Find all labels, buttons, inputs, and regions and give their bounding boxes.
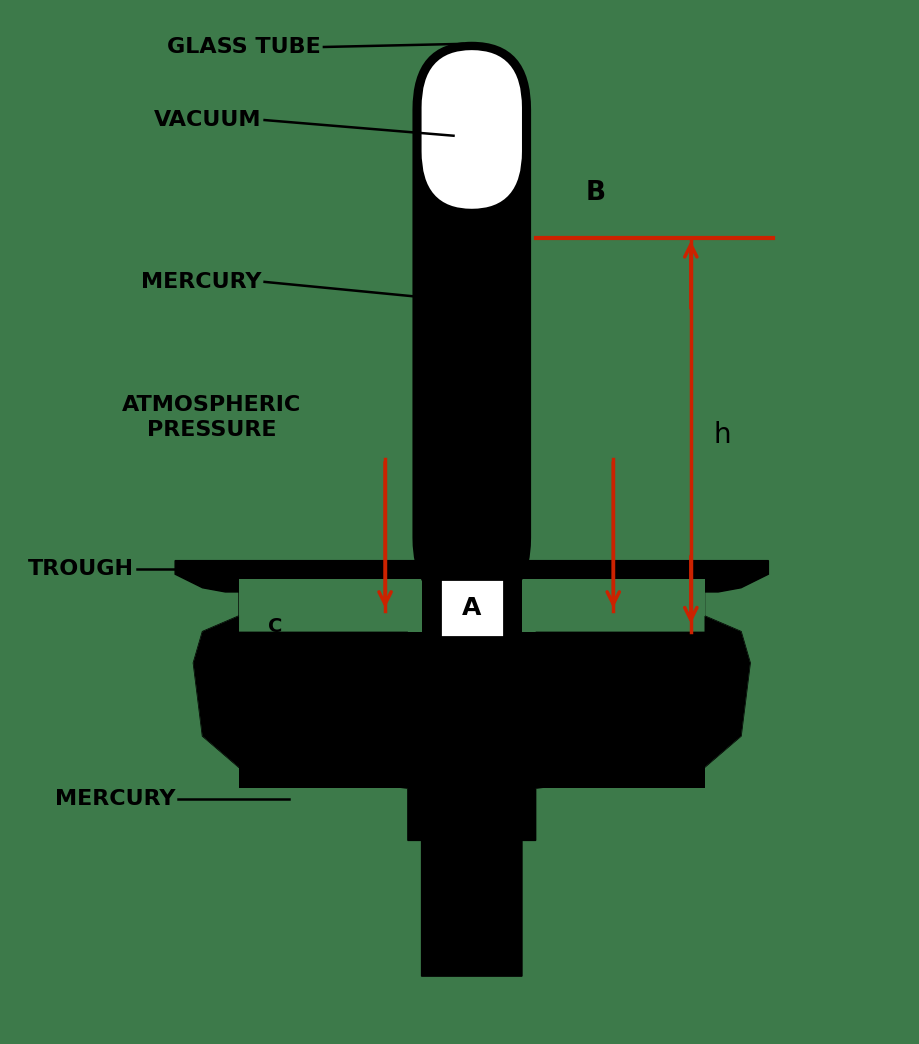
- Polygon shape: [531, 579, 750, 788]
- Text: GLASS TUBE: GLASS TUBE: [167, 37, 321, 57]
- Text: h: h: [714, 421, 732, 449]
- Text: MERCURY: MERCURY: [142, 271, 262, 292]
- Text: TROUGH: TROUGH: [28, 559, 134, 579]
- Text: ATMOSPHERIC
PRESSURE: ATMOSPHERIC PRESSURE: [122, 396, 301, 440]
- Text: C: C: [268, 617, 283, 636]
- FancyBboxPatch shape: [422, 230, 522, 271]
- Text: A: A: [462, 596, 482, 620]
- Bar: [422, 245, 522, 632]
- Text: VACUUM: VACUUM: [154, 110, 262, 130]
- FancyBboxPatch shape: [422, 50, 522, 209]
- Polygon shape: [193, 579, 413, 788]
- FancyBboxPatch shape: [413, 42, 531, 606]
- FancyBboxPatch shape: [440, 579, 504, 637]
- Polygon shape: [536, 616, 750, 788]
- Polygon shape: [176, 561, 768, 976]
- Bar: [239, 579, 705, 632]
- Polygon shape: [193, 616, 408, 788]
- Text: MERCURY: MERCURY: [54, 788, 176, 809]
- Bar: [239, 632, 705, 788]
- Text: B: B: [585, 181, 606, 206]
